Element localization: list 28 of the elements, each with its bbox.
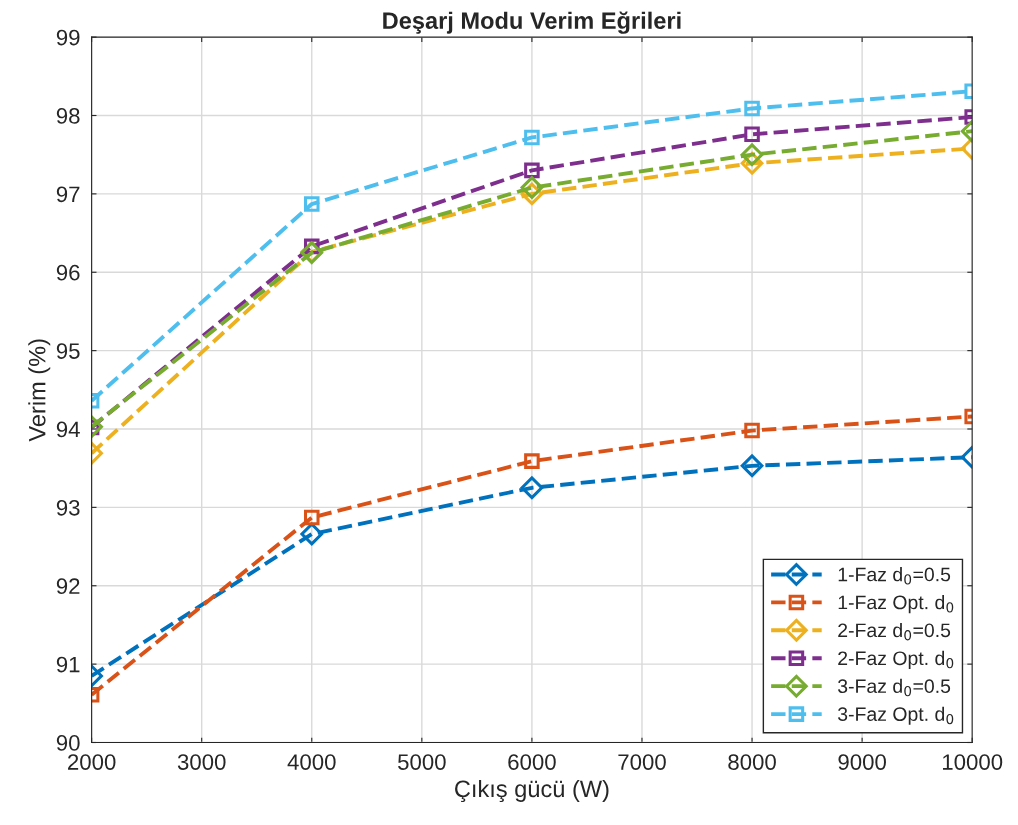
y-tick-label: 96 — [56, 264, 80, 281]
y-tick-label: 95 — [56, 343, 80, 359]
x-tick-label: 7000 — [618, 754, 666, 770]
y-tick-label: 97 — [56, 186, 80, 203]
y-tick-label: 91 — [56, 656, 80, 673]
x-axis-title: Çıkış gücü (W) — [455, 779, 609, 802]
x-tick-label: 9000 — [838, 754, 886, 770]
x-tick-label: 8000 — [728, 754, 776, 770]
x-tick-label: 4000 — [287, 754, 336, 770]
x-tick-label: 6000 — [508, 754, 556, 770]
legend-label: 1-Faz Opt. d$_{0}$ — [838, 595, 954, 614]
legend-label: 1-Faz d$_{0}$=0.5 — [838, 567, 951, 585]
chart-title: Deşarj Modu Verim Eğrileri — [383, 11, 681, 34]
y-tick-label: 94 — [56, 421, 80, 438]
y-tick-label: 90 — [56, 735, 80, 751]
y-tick-label: 93 — [56, 499, 80, 516]
legend-label: 2-Faz d$_{0}$=0.5 — [838, 622, 951, 641]
x-tick-label: 3000 — [177, 754, 226, 770]
y-tick-label: 99 — [56, 29, 80, 46]
legend-label: 3-Faz Opt. d$_{0}$ — [837, 706, 954, 725]
legend-label: 3-Faz d$_{0}$=0.5 — [837, 678, 951, 697]
y-tick-label: 98 — [56, 108, 80, 124]
x-tick-label: 5000 — [398, 754, 446, 770]
x-tick-label: 2000 — [68, 754, 116, 770]
x-tick-label: 10000 — [942, 754, 1003, 770]
y-tick-label: 92 — [56, 578, 80, 595]
legend-label: 2-Faz Opt. d$_{0}$ — [838, 650, 954, 669]
y-axis-title: Verim (%) — [28, 339, 51, 442]
